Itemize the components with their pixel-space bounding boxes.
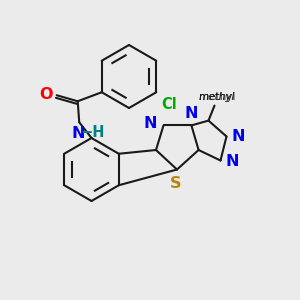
Text: S: S [170, 176, 181, 191]
Text: N: N [185, 106, 198, 121]
Text: N: N [143, 116, 157, 131]
Text: Cl: Cl [161, 97, 176, 112]
Text: O: O [40, 87, 53, 102]
Text: methyl: methyl [199, 92, 235, 102]
Text: N: N [71, 126, 85, 141]
Text: N: N [232, 129, 245, 144]
Text: −H: −H [80, 125, 105, 140]
Text: methyl: methyl [199, 92, 235, 102]
Text: N: N [226, 154, 239, 169]
